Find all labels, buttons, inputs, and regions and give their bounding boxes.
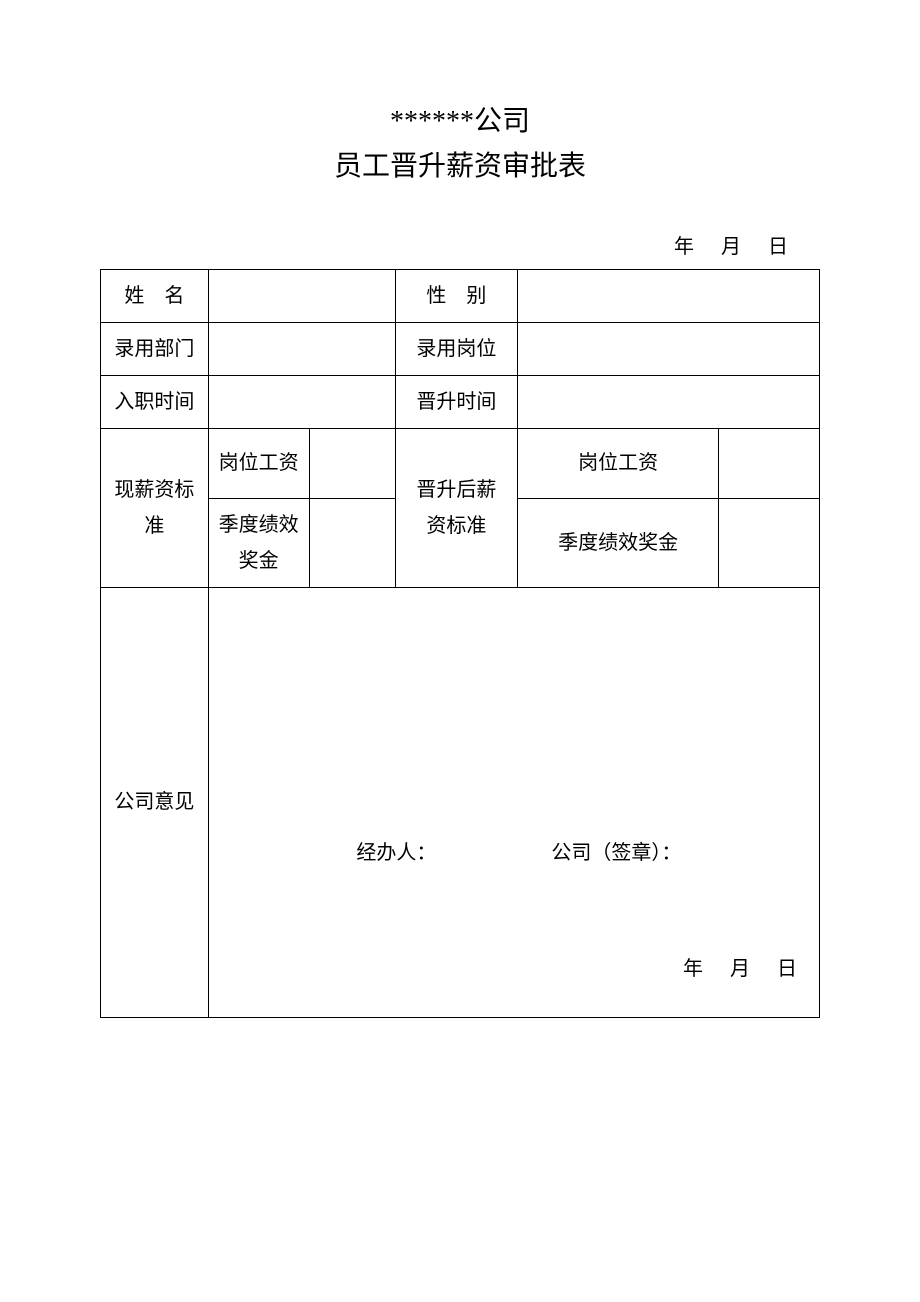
value-current-position-salary bbox=[309, 428, 395, 498]
value-current-quarterly-bonus bbox=[309, 498, 395, 587]
opinion-inner: 经办人： 公司（签章）： 年 月 日 bbox=[209, 835, 819, 1017]
value-name bbox=[208, 269, 395, 322]
bottom-year-label: 年 bbox=[683, 958, 705, 980]
value-after-quarterly-bonus bbox=[719, 498, 820, 587]
company-title: ******公司 bbox=[100, 100, 820, 145]
opinion-content-cell: 经办人： 公司（签章）： 年 月 日 bbox=[208, 587, 819, 1017]
value-gender bbox=[517, 269, 819, 322]
label-gender: 性 别 bbox=[395, 269, 517, 322]
label-department: 录用部门 bbox=[101, 322, 209, 375]
label-after-salary-std-line2: 资标准 bbox=[400, 508, 513, 544]
value-entry-date bbox=[208, 375, 395, 428]
label-handler: 经办人： bbox=[356, 835, 436, 871]
value-department bbox=[208, 322, 395, 375]
label-company-sign: 公司（签章）： bbox=[551, 835, 681, 871]
bottom-month-label: 月 bbox=[730, 958, 752, 980]
title-block: ******公司 员工晋升薪资审批表 bbox=[100, 100, 820, 190]
label-current-salary-std: 现薪资标准 bbox=[101, 428, 209, 587]
label-quarterly-bonus-b: 季度绩效奖金 bbox=[517, 498, 718, 587]
label-position: 录用岗位 bbox=[395, 322, 517, 375]
value-after-position-salary bbox=[719, 428, 820, 498]
top-date-row: 年 月 日 bbox=[100, 230, 820, 259]
sign-row: 经办人： 公司（签章）： bbox=[229, 835, 799, 871]
label-company-opinion: 公司意见 bbox=[101, 587, 209, 1017]
row-opinion: 公司意见 经办人： 公司（签章）： 年 月 日 bbox=[101, 587, 820, 1017]
label-promotion-date: 晋升时间 bbox=[395, 375, 517, 428]
label-position-salary-a: 岗位工资 bbox=[208, 428, 309, 498]
top-month-label: 月 bbox=[721, 236, 743, 258]
top-year-label: 年 bbox=[674, 236, 696, 258]
bottom-day-label: 日 bbox=[777, 958, 799, 980]
label-name: 姓 名 bbox=[101, 269, 209, 322]
label-quarterly-bonus-a: 季度绩效奖金 bbox=[208, 498, 309, 587]
top-day-label: 日 bbox=[768, 236, 790, 258]
row-salary-1: 现薪资标准 岗位工资 晋升后薪 资标准 岗位工资 bbox=[101, 428, 820, 498]
approval-form-table: 姓 名 性 别 录用部门 录用岗位 入职时间 晋升时间 现薪资标准 岗位工资 晋… bbox=[100, 269, 820, 1018]
row-name-gender: 姓 名 性 别 bbox=[101, 269, 820, 322]
bottom-date-row: 年 月 日 bbox=[229, 951, 799, 987]
value-position bbox=[517, 322, 819, 375]
form-title: 员工晋升薪资审批表 bbox=[100, 145, 820, 190]
label-position-salary-b: 岗位工资 bbox=[517, 428, 718, 498]
label-after-salary-std: 晋升后薪 资标准 bbox=[395, 428, 517, 587]
value-promotion-date bbox=[517, 375, 819, 428]
label-entry-date: 入职时间 bbox=[101, 375, 209, 428]
row-dates: 入职时间 晋升时间 bbox=[101, 375, 820, 428]
label-after-salary-std-line1: 晋升后薪 bbox=[400, 472, 513, 508]
row-dept-position: 录用部门 录用岗位 bbox=[101, 322, 820, 375]
